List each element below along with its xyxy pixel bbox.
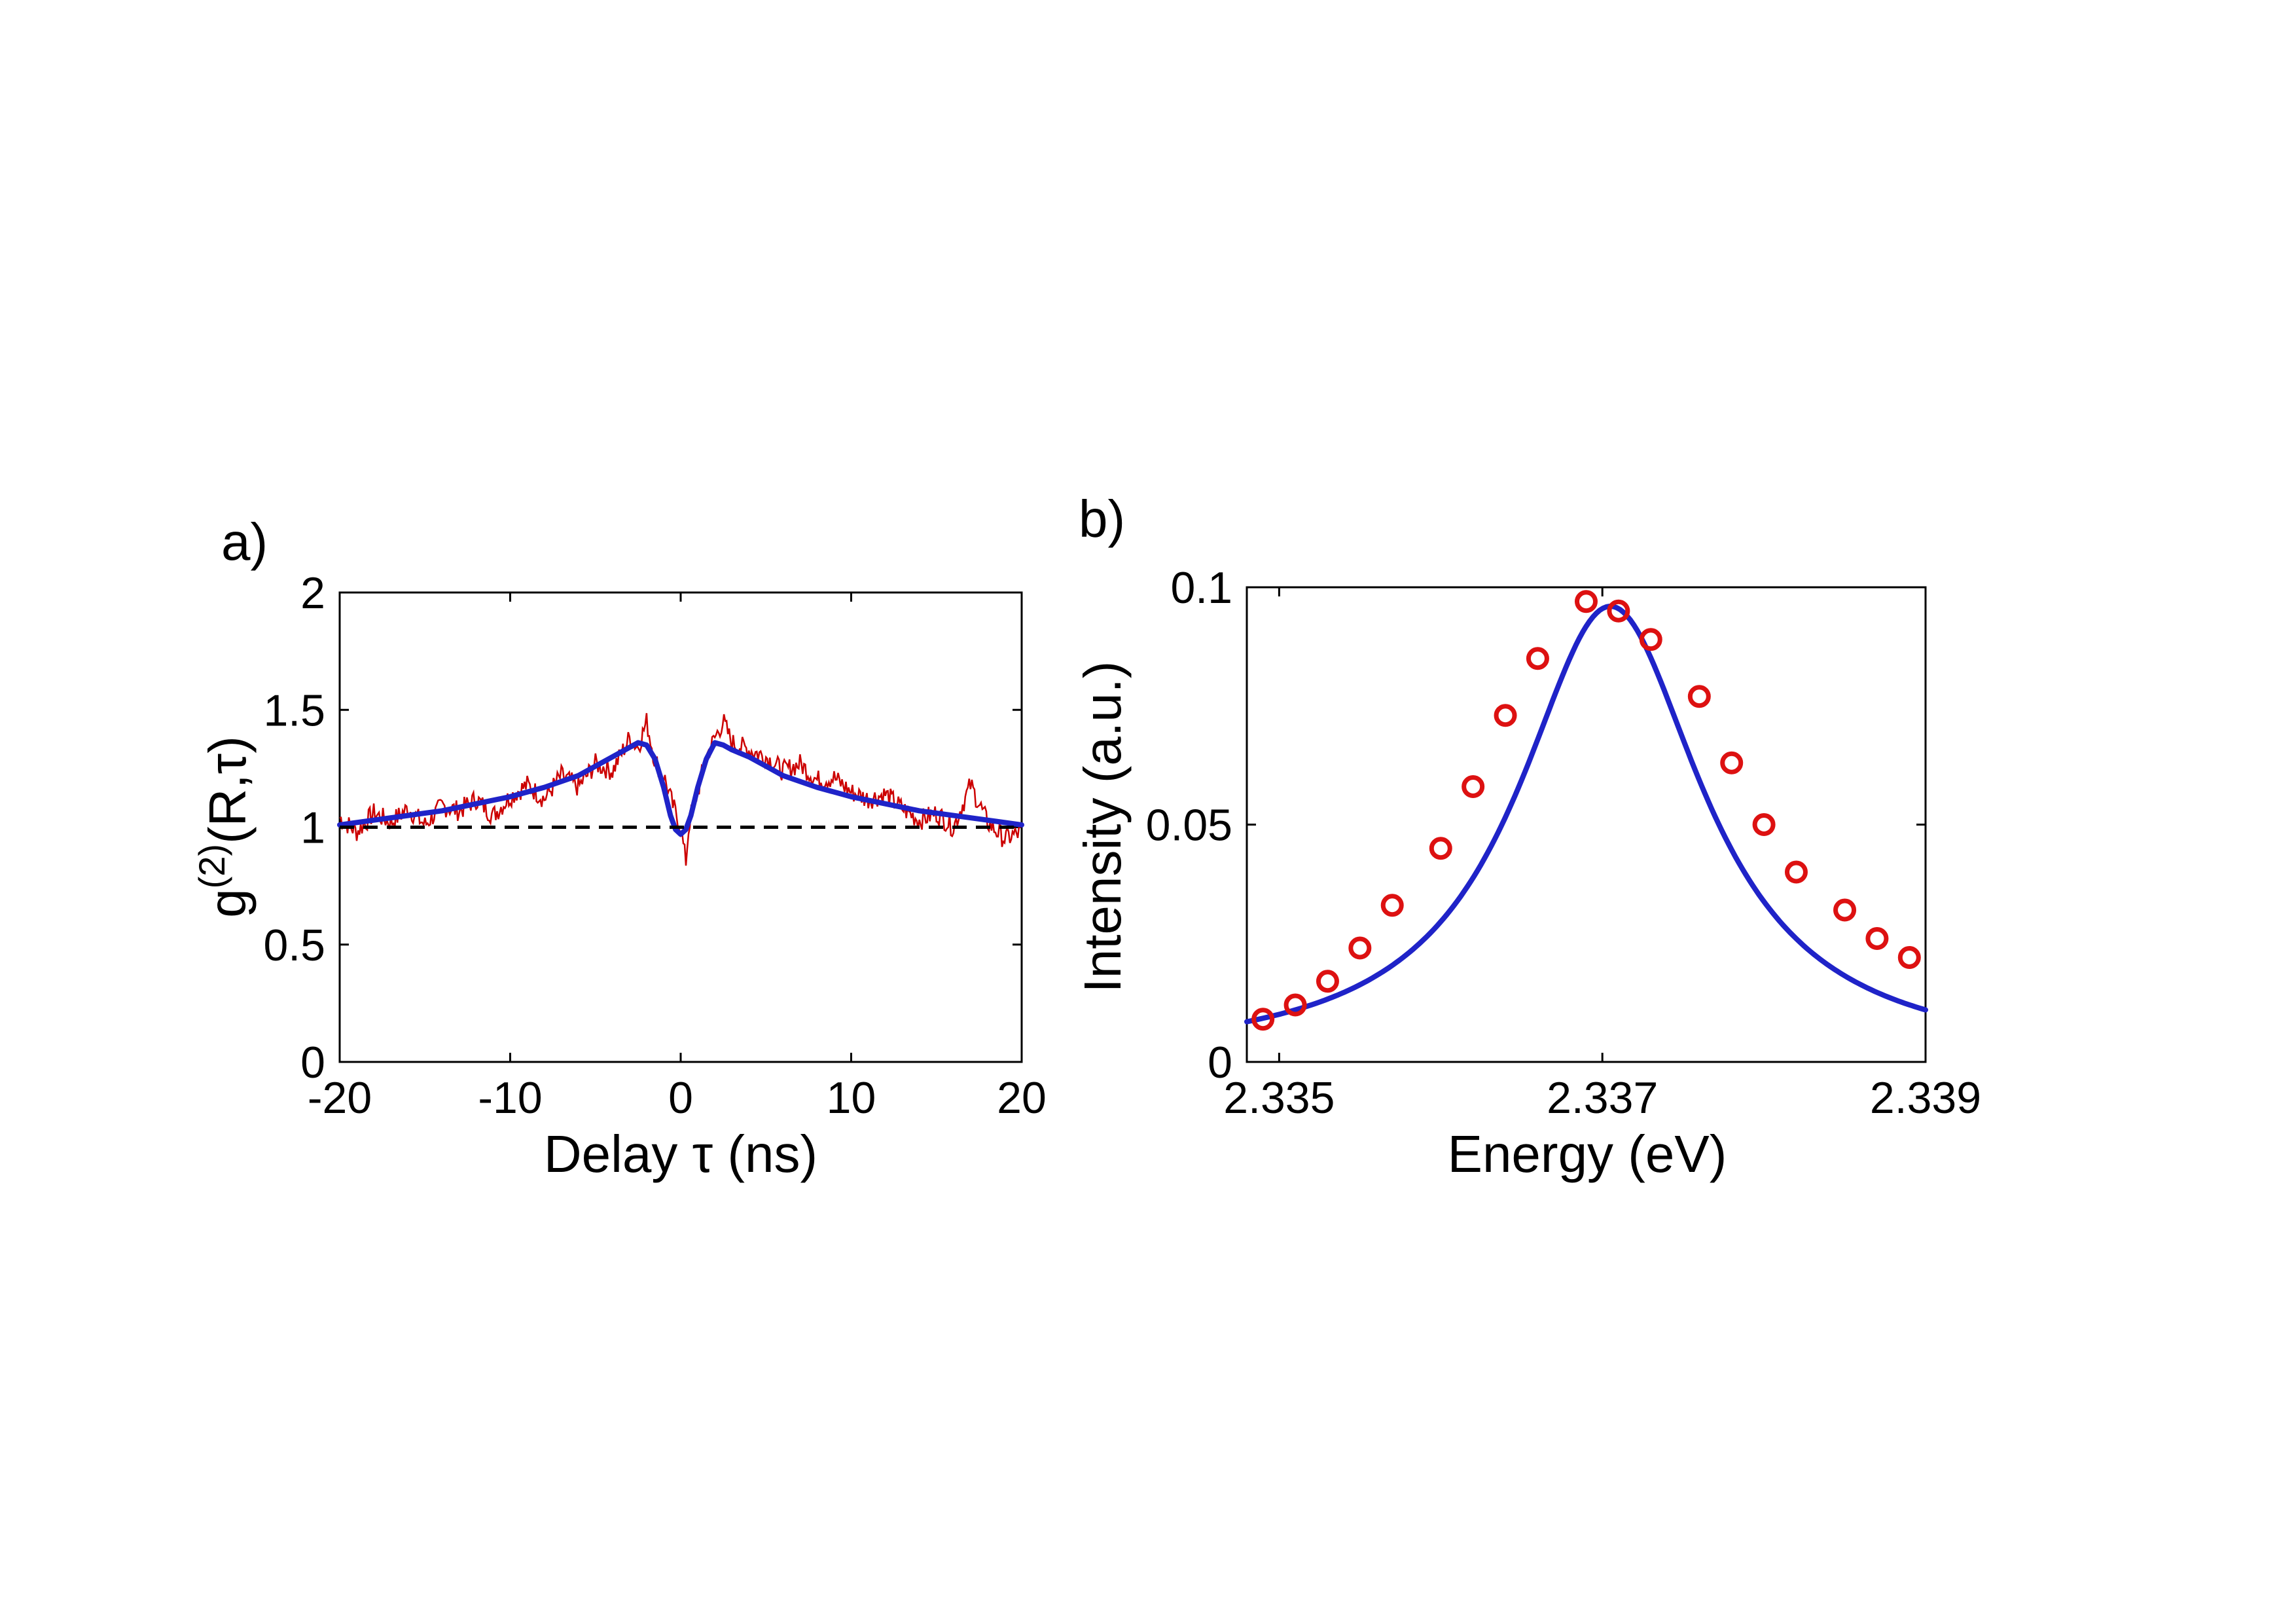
- y-axis-label-b: Intensity (a.u.): [1073, 661, 1132, 993]
- series-data-line: [339, 713, 1023, 866]
- data-point: [1784, 860, 1808, 884]
- y-tick-label: 1: [300, 803, 325, 853]
- series-fit-line: [337, 740, 1024, 837]
- x-tick-label: 2.339: [1870, 1073, 1981, 1123]
- y-axis-label-a-sup: (2): [191, 844, 232, 888]
- data-point: [1752, 813, 1776, 836]
- y-tick-label: 2: [300, 568, 325, 618]
- panel-label-b: b): [1079, 490, 1125, 548]
- y-tick-label: 0.1: [1170, 563, 1232, 613]
- x-ticks-a: -20 -10 0 10 20: [308, 593, 1047, 1123]
- y-tick-label: 0: [300, 1038, 325, 1087]
- x-tick-label: 0: [668, 1073, 693, 1123]
- data-point: [1251, 1008, 1275, 1031]
- data-point: [1897, 946, 1921, 969]
- x-tick-label: 2.337: [1547, 1073, 1658, 1123]
- data-point: [1526, 647, 1549, 670]
- x-tick-label: 2.335: [1223, 1073, 1335, 1123]
- panel-label-a: a): [221, 513, 268, 571]
- x-axis-label-b: Energy (eV): [1448, 1125, 1727, 1183]
- x-tick-label: -20: [308, 1073, 372, 1123]
- x-ticks-b: 2.335 2.337 2.339: [1223, 587, 1981, 1123]
- y-tick-label: 1.5: [263, 685, 325, 735]
- y-tick-label: 0.05: [1146, 801, 1232, 850]
- y-axis-label-a-base: g: [198, 888, 257, 918]
- series-b: [1244, 590, 1928, 1031]
- data-point: [1316, 970, 1339, 993]
- data-point: [1865, 927, 1889, 950]
- data-point: [1720, 751, 1744, 775]
- data-point: [1462, 775, 1485, 798]
- series-a: [337, 713, 1024, 866]
- data-point: [1575, 590, 1598, 613]
- data-point: [1429, 837, 1452, 860]
- data-point: [1380, 894, 1404, 917]
- y-ticks-b: 0 0.05 0.1: [1146, 563, 1926, 1087]
- data-point: [1607, 599, 1630, 623]
- x-tick-label: -10: [478, 1073, 542, 1123]
- y-tick-label: 0: [1208, 1038, 1232, 1087]
- y-axis-label-a: g(2)(R,τ): [191, 736, 257, 918]
- series-fit-line: [1244, 604, 1928, 1025]
- data-point: [1348, 936, 1372, 960]
- data-point: [1283, 993, 1307, 1017]
- chart-a: a) -20 -10 0 10 20 00.511.52 Delay τ (ns) g(…: [191, 513, 1047, 1183]
- x-tick-label: 20: [997, 1073, 1047, 1123]
- y-tick-label: 0.5: [263, 921, 325, 970]
- x-axis-label-a: Delay τ (ns): [544, 1125, 817, 1183]
- data-point: [1687, 685, 1711, 708]
- data-point: [1639, 628, 1662, 651]
- chart-b: b) 2.335 2.337 2.339 00.050.1 Energy (eV) …: [1073, 490, 1981, 1183]
- y-axis-label-a-rest: (R,τ): [198, 736, 257, 844]
- data-point: [1494, 704, 1517, 727]
- data-point: [1833, 898, 1857, 922]
- x-tick-label: 10: [827, 1073, 876, 1123]
- y-ticks-a: 0 0.5 1 1.5 2: [263, 568, 1022, 1087]
